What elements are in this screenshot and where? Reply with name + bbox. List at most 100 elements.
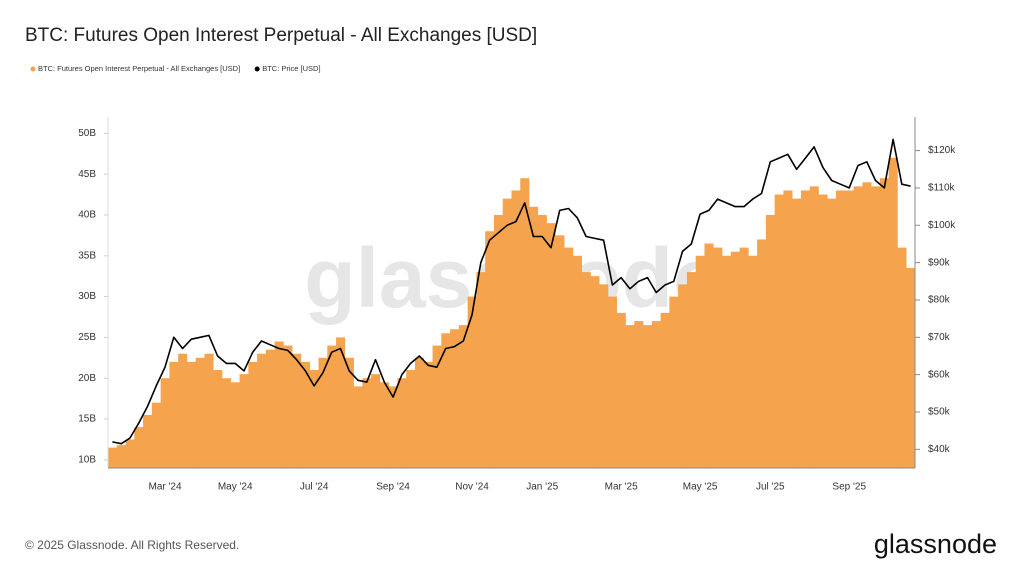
bar bbox=[292, 353, 302, 468]
bar bbox=[371, 374, 381, 468]
y-tick-label: 10B bbox=[78, 454, 96, 465]
x-tick-label: Sep '24 bbox=[376, 482, 410, 493]
bar bbox=[485, 231, 495, 468]
x-tick-label: Jan '25 bbox=[526, 482, 558, 493]
bar bbox=[195, 357, 205, 468]
bar bbox=[362, 378, 372, 468]
bar bbox=[862, 182, 872, 469]
bar bbox=[406, 370, 416, 468]
bar bbox=[222, 378, 232, 468]
bar bbox=[564, 247, 574, 468]
y2-tick-label: $40k bbox=[928, 444, 951, 455]
bar bbox=[450, 329, 460, 468]
bar bbox=[792, 198, 802, 468]
bar bbox=[397, 378, 407, 468]
bar bbox=[783, 190, 793, 468]
bar bbox=[327, 345, 337, 468]
bar bbox=[520, 178, 530, 468]
y-tick-label: 35B bbox=[78, 250, 96, 261]
bar bbox=[476, 272, 486, 468]
bar bbox=[204, 353, 214, 468]
bar bbox=[336, 337, 346, 468]
bar bbox=[353, 386, 363, 468]
bar bbox=[555, 235, 565, 468]
bar bbox=[695, 255, 705, 468]
bar bbox=[388, 386, 398, 468]
x-tick-label: Mar '24 bbox=[148, 482, 181, 493]
bar bbox=[537, 214, 547, 468]
bar bbox=[441, 333, 451, 468]
bar bbox=[607, 296, 618, 468]
y-tick-label: 15B bbox=[78, 414, 96, 425]
y-tick-label: 45B bbox=[78, 169, 96, 180]
bar bbox=[765, 214, 775, 468]
bar bbox=[423, 361, 433, 468]
y2-tick-label: $110k bbox=[928, 183, 956, 194]
bar bbox=[581, 272, 591, 468]
bar bbox=[230, 382, 240, 468]
bar bbox=[739, 247, 749, 468]
bar bbox=[274, 341, 284, 468]
bar bbox=[827, 198, 837, 468]
bar bbox=[511, 190, 521, 468]
bar bbox=[888, 157, 898, 468]
chart-title: BTC: Futures Open Interest Perpetual - A… bbox=[25, 25, 537, 46]
legend-marker bbox=[30, 66, 36, 72]
x-tick-label: Nov '24 bbox=[455, 482, 489, 493]
bar bbox=[748, 255, 758, 468]
bar bbox=[318, 357, 328, 468]
y2-tick-label: $100k bbox=[928, 220, 956, 231]
bar bbox=[213, 370, 223, 468]
bar bbox=[143, 414, 153, 468]
copyright: © 2025 Glassnode. All Rights Reserved. bbox=[25, 538, 239, 552]
bar bbox=[300, 361, 311, 468]
legend-marker bbox=[254, 66, 260, 72]
bar bbox=[309, 370, 319, 468]
y-tick-label: 30B bbox=[78, 291, 96, 302]
y2-tick-label: $90k bbox=[928, 257, 951, 268]
bar bbox=[616, 312, 626, 468]
y-tick-label: 40B bbox=[78, 210, 96, 221]
bar bbox=[379, 382, 389, 468]
bar bbox=[634, 321, 644, 468]
x-tick-label: Mar '25 bbox=[605, 482, 638, 493]
bar bbox=[730, 251, 740, 468]
bar bbox=[283, 345, 293, 468]
bar bbox=[493, 214, 504, 468]
bar bbox=[169, 361, 179, 468]
bar bbox=[108, 447, 118, 468]
y2-tick-label: $120k bbox=[928, 145, 956, 156]
bar bbox=[467, 296, 477, 468]
legend-label: BTC: Futures Open Interest Perpetual - A… bbox=[38, 64, 240, 73]
y2-tick-label: $60k bbox=[928, 369, 951, 380]
bar bbox=[906, 268, 916, 468]
bar bbox=[134, 427, 144, 468]
bar bbox=[853, 186, 863, 468]
logo: glassnode bbox=[874, 529, 997, 559]
legend-label: BTC: Price [USD] bbox=[262, 64, 320, 73]
bar bbox=[257, 353, 267, 468]
x-tick-label: Sep '25 bbox=[832, 482, 866, 493]
bar bbox=[660, 312, 670, 468]
price-line bbox=[112, 138, 911, 445]
bar bbox=[651, 321, 661, 468]
bar bbox=[836, 190, 846, 468]
bar bbox=[458, 325, 468, 468]
x-tick-label: May '24 bbox=[218, 482, 253, 493]
x-tick-label: May '25 bbox=[683, 482, 718, 493]
bar bbox=[502, 198, 512, 468]
bar bbox=[774, 194, 784, 468]
bar bbox=[686, 272, 697, 468]
bar bbox=[572, 255, 582, 468]
bar bbox=[116, 445, 126, 468]
y2-tick-label: $80k bbox=[928, 295, 951, 306]
bar bbox=[704, 243, 714, 468]
bar bbox=[248, 361, 258, 468]
bar bbox=[125, 439, 135, 468]
y2-tick-label: $50k bbox=[928, 407, 951, 418]
bar bbox=[186, 361, 197, 468]
y-tick-label: 50B bbox=[78, 128, 96, 139]
bar bbox=[678, 284, 688, 468]
